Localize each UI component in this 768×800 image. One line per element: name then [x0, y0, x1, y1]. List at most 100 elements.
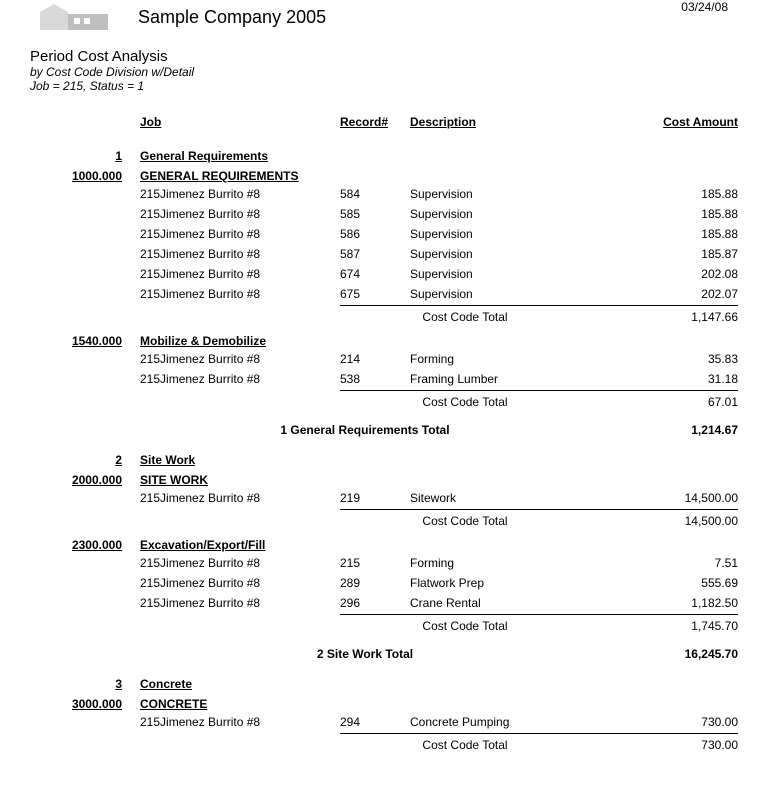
division-total-label: 1 General Requirements Total: [140, 413, 590, 441]
job-name: Jimenez Burrito #8: [160, 352, 260, 366]
description: Forming: [410, 348, 590, 368]
spacer: [140, 734, 340, 756]
amount: 1,182.50: [590, 592, 738, 612]
job-cell: 215Jimenez Burrito #8: [140, 487, 340, 507]
spacer: [140, 391, 340, 413]
report-title: Period Cost Analysis: [30, 48, 738, 65]
description: Framing Lumber: [410, 368, 590, 388]
cost-code-total-amount: 67.01: [590, 391, 738, 413]
cost-code-total-amount: 1,745.70: [590, 615, 738, 637]
cost-code-name: Excavation/Export/Fill: [140, 532, 738, 552]
record-number: 296: [340, 592, 410, 612]
header-row: Sample Company 2005: [30, 0, 738, 30]
job-name: Jimenez Burrito #8: [160, 372, 260, 386]
job-number: 215: [140, 576, 160, 590]
cost-code-total-label: Cost Code Total: [340, 306, 590, 328]
cost-code-name: Mobilize & Demobilize: [140, 328, 738, 348]
record-number: 219: [340, 487, 410, 507]
job-name: Jimenez Burrito #8: [160, 596, 260, 610]
record-number: 585: [340, 203, 410, 223]
amount: 185.88: [590, 203, 738, 223]
cost-code-total-label: Cost Code Total: [340, 734, 590, 756]
spacer: [30, 734, 140, 756]
description: Supervision: [410, 243, 590, 263]
cost-code-total-amount: 14,500.00: [590, 510, 738, 532]
spacer: [30, 283, 140, 303]
spacer: [30, 572, 140, 592]
description: Supervision: [410, 223, 590, 243]
cost-code-number: 3000.000: [30, 691, 140, 711]
job-number: 215: [140, 596, 160, 610]
cost-code-name: GENERAL REQUIREMENTS: [140, 163, 738, 183]
col-header-job: Job: [140, 93, 340, 137]
cost-code-total-label: Cost Code Total: [340, 510, 590, 532]
job-name: Jimenez Burrito #8: [160, 187, 260, 201]
cost-code-total-label: Cost Code Total: [340, 391, 590, 413]
amount: 202.08: [590, 263, 738, 283]
description: Flatwork Prep: [410, 572, 590, 592]
cost-code-number: 2000.000: [30, 467, 140, 487]
job-cell: 215Jimenez Burrito #8: [140, 572, 340, 592]
job-number: 215: [140, 227, 160, 241]
job-cell: 215Jimenez Burrito #8: [140, 348, 340, 368]
record-number: 587: [340, 243, 410, 263]
spacer: [30, 592, 140, 612]
spacer: [140, 510, 340, 532]
spacer: [30, 615, 140, 637]
division-total-amount: 1,214.67: [590, 413, 738, 441]
report-subtitle: by Cost Code Division w/Detail: [30, 65, 738, 79]
job-name: Jimenez Burrito #8: [160, 491, 260, 505]
spacer: [140, 615, 340, 637]
job-number: 215: [140, 352, 160, 366]
record-number: 294: [340, 711, 410, 731]
spacer: [30, 711, 140, 731]
record-number: 214: [340, 348, 410, 368]
amount: 185.88: [590, 223, 738, 243]
amount: 555.69: [590, 572, 738, 592]
cost-code-name: CONCRETE: [140, 691, 738, 711]
col-header-description: Description: [410, 93, 590, 137]
report-grid: Job Record# Description Cost Amount 1Gen…: [30, 93, 738, 756]
job-number: 215: [140, 267, 160, 281]
spacer: [30, 637, 140, 665]
record-number: 584: [340, 183, 410, 203]
spacer: [30, 243, 140, 263]
amount: 730.00: [590, 711, 738, 731]
description: Supervision: [410, 283, 590, 303]
record-number: 675: [340, 283, 410, 303]
report-filter: Job = 215, Status = 1: [30, 79, 738, 93]
amount: 185.87: [590, 243, 738, 263]
division-name: Concrete: [140, 665, 738, 691]
description: Concrete Pumping: [410, 711, 590, 731]
cost-code-number: 1000.000: [30, 163, 140, 183]
record-number: 215: [340, 552, 410, 572]
spacer: [30, 510, 140, 532]
job-name: Jimenez Burrito #8: [160, 576, 260, 590]
job-name: Jimenez Burrito #8: [160, 247, 260, 261]
cost-code-number: 2300.000: [30, 532, 140, 552]
spacer: [30, 368, 140, 388]
job-number: 215: [140, 372, 160, 386]
job-name: Jimenez Burrito #8: [160, 267, 260, 281]
description: Crane Rental: [410, 592, 590, 612]
job-cell: 215Jimenez Burrito #8: [140, 368, 340, 388]
job-number: 215: [140, 287, 160, 301]
job-name: Jimenez Burrito #8: [160, 287, 260, 301]
spacer: [30, 552, 140, 572]
description: Supervision: [410, 183, 590, 203]
amount: 185.88: [590, 183, 738, 203]
job-cell: 215Jimenez Burrito #8: [140, 283, 340, 303]
cost-code-total-amount: 1,147.66: [590, 306, 738, 328]
spacer: [30, 203, 140, 223]
spacer: [30, 348, 140, 368]
job-name: Jimenez Burrito #8: [160, 556, 260, 570]
cost-code-total-label: Cost Code Total: [340, 615, 590, 637]
job-cell: 215Jimenez Burrito #8: [140, 552, 340, 572]
job-name: Jimenez Burrito #8: [160, 207, 260, 221]
record-number: 674: [340, 263, 410, 283]
job-cell: 215Jimenez Burrito #8: [140, 711, 340, 731]
company-name: Sample Company 2005: [138, 7, 326, 30]
record-number: 538: [340, 368, 410, 388]
division-number: 3: [30, 665, 140, 691]
job-cell: 215Jimenez Burrito #8: [140, 243, 340, 263]
